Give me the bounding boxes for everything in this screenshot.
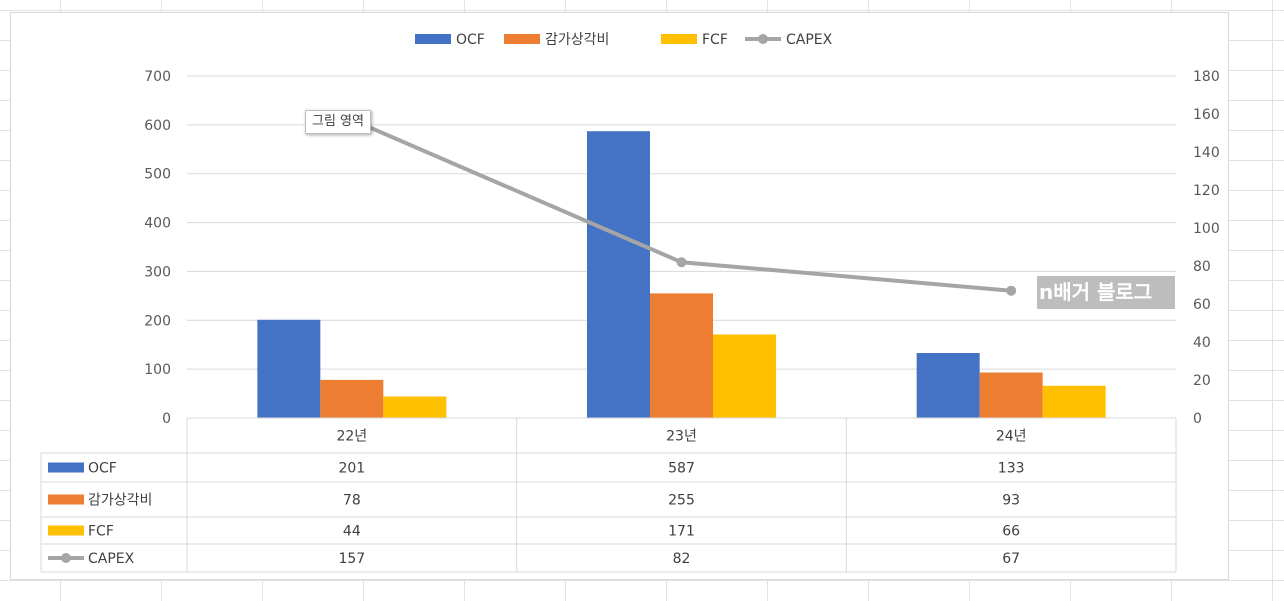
table-series-label: FCF	[88, 524, 114, 540]
bar-감가상각비	[979, 372, 1043, 418]
y-right-tick-label: 60	[1193, 297, 1211, 313]
legend-label: FCF	[702, 32, 728, 48]
table-series-label: CAPEX	[88, 551, 135, 567]
table-value: 44	[343, 524, 361, 540]
y-right-tick-label: 0	[1193, 411, 1202, 427]
table-value: 93	[1002, 493, 1020, 509]
y-right-tick-label: 20	[1193, 373, 1211, 389]
bar-OCF	[587, 131, 650, 419]
table-series-label: OCF	[88, 461, 117, 477]
point-CAPEX	[676, 257, 687, 268]
y-right-tick-label: 100	[1193, 221, 1220, 237]
table-value: 171	[668, 524, 695, 540]
legend-marker-CAPEX	[758, 34, 768, 44]
table-value: 201	[338, 461, 365, 477]
bar-FCF	[713, 334, 776, 418]
y-left-tick-label: 600	[144, 118, 171, 134]
table-legend-key-감가상각비	[48, 494, 84, 505]
bar-FCF	[383, 396, 447, 418]
y-left-tick-label: 300	[144, 264, 171, 280]
table-value: 133	[998, 461, 1025, 477]
legend-swatch-FCF	[661, 34, 697, 44]
y-left-tick-label: 200	[144, 313, 171, 329]
table-series-label: 감가상각비	[88, 493, 152, 509]
table-legend-marker-CAPEX	[61, 553, 71, 563]
table-value: 82	[673, 551, 691, 567]
bar-감가상각비	[650, 293, 713, 418]
legend-label: 감가상각비	[545, 32, 609, 48]
y-right-tick-label: 120	[1193, 183, 1220, 199]
y-right-tick-label: 160	[1193, 107, 1220, 123]
y-right-tick-label: 40	[1193, 335, 1211, 351]
y-left-tick-label: 700	[144, 69, 171, 85]
y-right-tick-label: 80	[1193, 259, 1211, 275]
point-CAPEX	[1006, 285, 1017, 296]
y-left-tick-label: 100	[144, 362, 171, 378]
table-category-label: 22년	[336, 429, 367, 445]
table-legend-key-OCF	[48, 462, 84, 473]
legend-label: OCF	[456, 32, 485, 48]
table-value: 66	[1002, 524, 1020, 540]
y-right-tick-label: 180	[1193, 69, 1220, 85]
bar-FCF	[1042, 385, 1106, 418]
table-value: 157	[338, 551, 365, 567]
table-value: 78	[343, 493, 361, 509]
bar-OCF	[257, 319, 321, 418]
table-category-label: 24년	[996, 429, 1027, 445]
legend-label: CAPEX	[786, 32, 833, 48]
table-category-label: 23년	[666, 429, 697, 445]
table-value: 255	[668, 493, 695, 509]
plot-area-tooltip: 그림 영역	[305, 110, 371, 134]
legend-swatch-OCF	[415, 34, 451, 44]
y-left-tick-label: 400	[144, 216, 171, 232]
y-right-tick-label: 140	[1193, 145, 1220, 161]
chart-area[interactable]: 0 100 200 300 400 500 600 700 0 20 40 60 80 100 120 140…	[10, 12, 1229, 580]
blog-watermark: n배거 블로그	[1037, 276, 1175, 309]
combo-chart: 0 100 200 300 400 500 600 700 0 20 40 60 80 100 120 140…	[40, 32, 1220, 573]
table-value: 587	[668, 461, 695, 477]
y-left-tick-label: 0	[162, 411, 171, 427]
legend-swatch-감가상각비	[504, 34, 540, 44]
table-legend-key-FCF	[48, 525, 84, 536]
y-left-tick-label: 500	[144, 167, 171, 183]
bar-OCF	[916, 353, 980, 418]
bar-감가상각비	[320, 379, 384, 418]
table-value: 67	[1002, 551, 1020, 567]
